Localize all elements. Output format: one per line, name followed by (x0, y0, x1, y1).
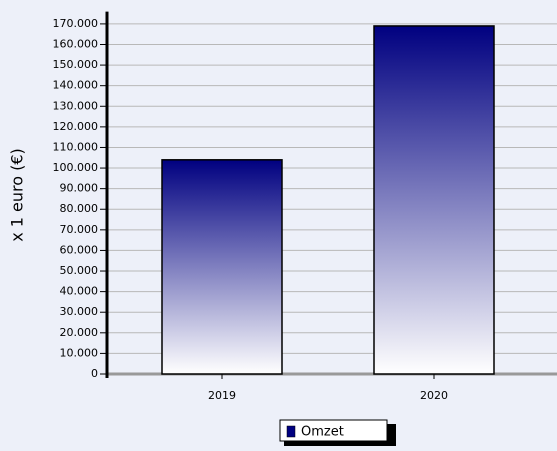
legend-swatch (286, 425, 296, 438)
y-tick-label: 80.000 (60, 202, 99, 215)
bar (373, 25, 495, 375)
y-tick-label: 70.000 (60, 223, 99, 236)
y-tick-label: 0 (91, 367, 98, 380)
y-tick-label: 50.000 (60, 264, 99, 277)
legend-box (279, 419, 388, 442)
y-tick-label: 40.000 (60, 285, 99, 298)
y-tick-label: 130.000 (53, 99, 99, 112)
y-tick-label: 160.000 (53, 37, 99, 50)
y-tick-label: 140.000 (53, 79, 99, 92)
y-tick-label: 150.000 (53, 58, 99, 71)
y-tick-label: 30.000 (60, 305, 99, 318)
y-tick-label: 110.000 (53, 140, 99, 153)
y-tick-label: 10.000 (60, 346, 99, 359)
bar (161, 159, 283, 375)
y-tick-label: 20.000 (60, 326, 99, 339)
y-tick-label: 60.000 (60, 243, 99, 256)
y-tick-label: 90.000 (60, 182, 99, 195)
legend-label: Omzet (301, 425, 344, 440)
x-tick-label: 2020 (420, 389, 448, 402)
x-tick-label: 2019 (208, 389, 236, 402)
y-tick-label: 100.000 (53, 161, 99, 174)
y-axis-label: x 1 euro (€) (8, 148, 27, 242)
y-tick-label: 170.000 (53, 17, 99, 30)
y-tick-label: 120.000 (53, 120, 99, 133)
